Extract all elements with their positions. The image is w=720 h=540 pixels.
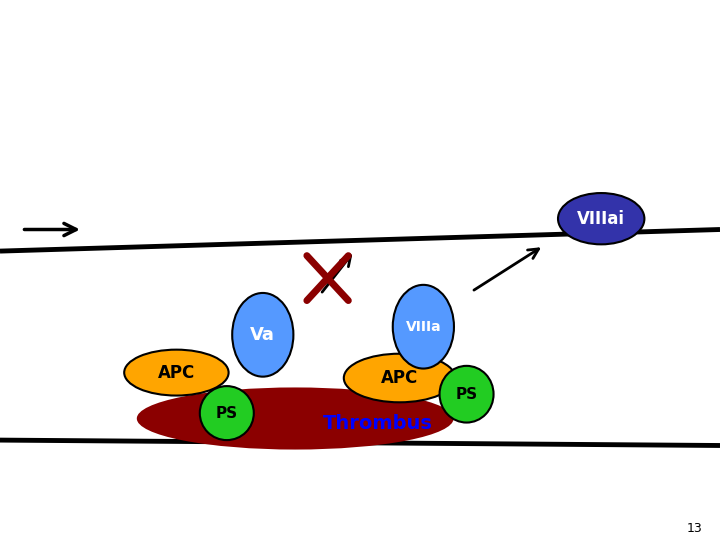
Text: PS: PS	[456, 387, 477, 402]
Ellipse shape	[200, 386, 254, 440]
Text: APC: APC	[381, 369, 418, 387]
Ellipse shape	[137, 388, 454, 449]
Text: Va: Va	[251, 326, 275, 344]
Ellipse shape	[125, 350, 229, 395]
Ellipse shape	[439, 366, 494, 422]
Text: APC: APC	[158, 363, 195, 382]
Text: VIIIai: VIIIai	[577, 210, 625, 228]
Ellipse shape	[392, 285, 454, 368]
Ellipse shape	[232, 293, 294, 377]
Text: 13: 13	[686, 522, 702, 535]
Ellipse shape	[558, 193, 644, 244]
Text: PS: PS	[216, 406, 238, 421]
Text: VIIIa: VIIIa	[405, 320, 441, 334]
Text: Thrombus: Thrombus	[323, 414, 433, 434]
Ellipse shape	[344, 354, 456, 402]
